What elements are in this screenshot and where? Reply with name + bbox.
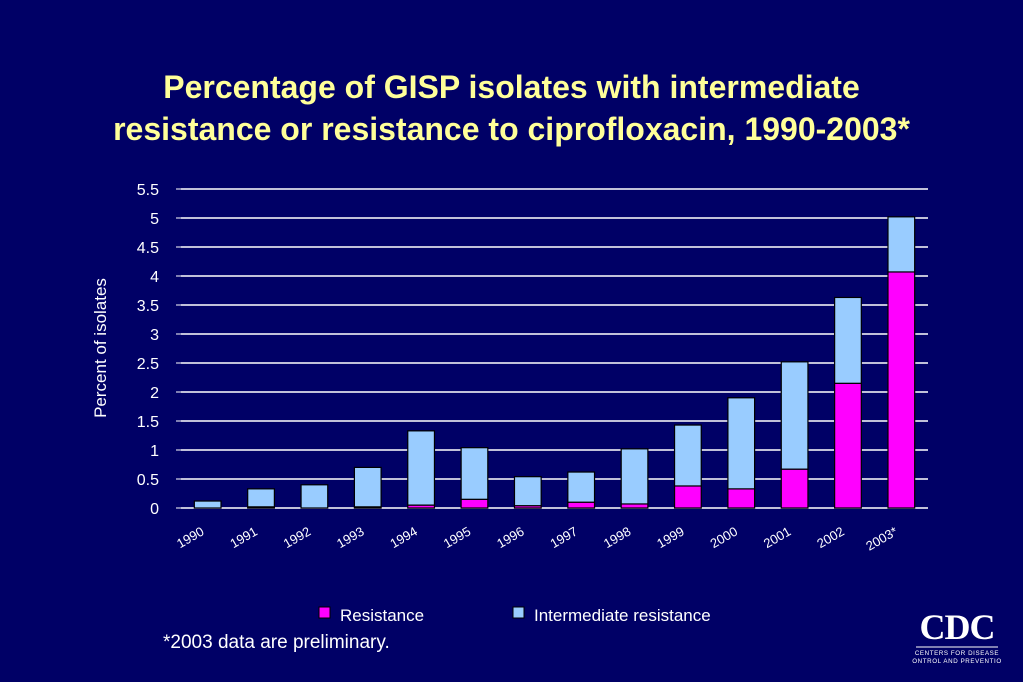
bar-resistance-1998 bbox=[620, 503, 649, 509]
x-tick-label: 1998 bbox=[601, 524, 634, 551]
y-tick-label: 3 bbox=[150, 327, 159, 344]
x-tick-label: 1993 bbox=[334, 524, 367, 551]
x-tick-label: 1994 bbox=[387, 524, 420, 551]
legend-swatch-intermediate bbox=[512, 606, 525, 619]
bar-intermediate-1997 bbox=[567, 471, 596, 503]
bar-resistance-1997 bbox=[567, 501, 596, 509]
bar-intermediate-1991 bbox=[247, 488, 275, 508]
y-tick-label: 0.5 bbox=[137, 472, 159, 489]
x-tick-label: 2002 bbox=[814, 524, 847, 551]
x-tick-label: 2003* bbox=[863, 524, 900, 554]
bar-intermediate-1994 bbox=[407, 430, 436, 506]
legend-swatch-resistance bbox=[318, 606, 331, 619]
y-tick-label: 2.5 bbox=[137, 356, 159, 373]
bar-resistance-2002 bbox=[834, 382, 862, 509]
legend: Resistance Intermediate resistance bbox=[318, 606, 711, 625]
x-tick-label: 2000 bbox=[708, 524, 741, 551]
x-tick-label: 1996 bbox=[494, 524, 527, 551]
y-axis-label: Percent of isolates bbox=[91, 278, 110, 418]
bar-intermediate-2000 bbox=[727, 397, 756, 490]
chart-title-line-1: Percentage of GISP isolates with interme… bbox=[163, 69, 860, 105]
bar-intermediate-2002 bbox=[834, 296, 862, 384]
bar-intermediate-1999 bbox=[673, 424, 702, 487]
x-tick-label: 1999 bbox=[654, 524, 687, 551]
chart-title-line-2: resistance or resistance to ciprofloxaci… bbox=[113, 111, 910, 147]
y-tick-label: 4.5 bbox=[137, 240, 159, 257]
x-tick-label: 1990 bbox=[174, 524, 207, 551]
bars bbox=[193, 216, 916, 509]
y-tick-label: 0 bbox=[150, 501, 159, 518]
y-tick-label: 4 bbox=[150, 269, 159, 286]
gridlines bbox=[176, 188, 928, 509]
bar-intermediate-1996 bbox=[513, 476, 542, 507]
bar-intermediate-1993 bbox=[353, 466, 382, 508]
cdc-logo-subtitle-2: CONTROL AND PREVENTION bbox=[912, 658, 1002, 665]
y-tick-label: 5.5 bbox=[137, 182, 159, 199]
cdc-logo-text: CDC bbox=[920, 607, 995, 647]
x-tick-label: 1991 bbox=[227, 524, 260, 551]
y-tick-label: 3.5 bbox=[137, 298, 159, 315]
bar-intermediate-1992 bbox=[300, 484, 329, 509]
x-tick-label: 2001 bbox=[761, 524, 794, 551]
y-tick-label: 5 bbox=[150, 211, 159, 228]
x-tick-label: 1995 bbox=[441, 524, 474, 551]
chart-title: Percentage of GISP isolates with interme… bbox=[0, 66, 1023, 150]
bar-intermediate-1998 bbox=[620, 448, 649, 505]
x-tick-label: 1992 bbox=[281, 524, 314, 551]
legend-label-intermediate: Intermediate resistance bbox=[534, 606, 711, 625]
cdc-logo-subtitle-1: CENTERS FOR DISEASE bbox=[915, 650, 999, 657]
cdc-logo: CDC CENTERS FOR DISEASE CONTROL AND PREV… bbox=[912, 607, 1002, 665]
x-tick-label: 1997 bbox=[547, 524, 580, 551]
y-tick-label: 2 bbox=[150, 385, 159, 402]
y-tick-label: 1 bbox=[150, 443, 159, 460]
bar-intermediate-2003 bbox=[887, 216, 916, 273]
bar-intermediate-2001 bbox=[780, 361, 809, 470]
legend-label-resistance: Resistance bbox=[340, 606, 424, 625]
bar-intermediate-1995 bbox=[460, 447, 489, 500]
x-axis-tick-labels: 1990 1991 1992 1993 1994 1995 1996 1997 1998 1999… bbox=[174, 524, 900, 554]
y-axis-tick-labels: 0 0.5 1 1.5 2 2.5 3 3.5 4 4.5 5 5.5 bbox=[137, 182, 159, 518]
bar-resistance-2001 bbox=[780, 468, 809, 509]
footnote: *2003 data are preliminary. bbox=[163, 632, 390, 653]
bar-resistance-2000 bbox=[727, 488, 756, 509]
bar-resistance-1995 bbox=[460, 498, 489, 509]
y-tick-label: 1.5 bbox=[137, 414, 159, 431]
bar-intermediate-1990 bbox=[193, 500, 222, 509]
bar-resistance-1999 bbox=[673, 485, 702, 509]
bar-resistance-2003 bbox=[887, 271, 916, 509]
